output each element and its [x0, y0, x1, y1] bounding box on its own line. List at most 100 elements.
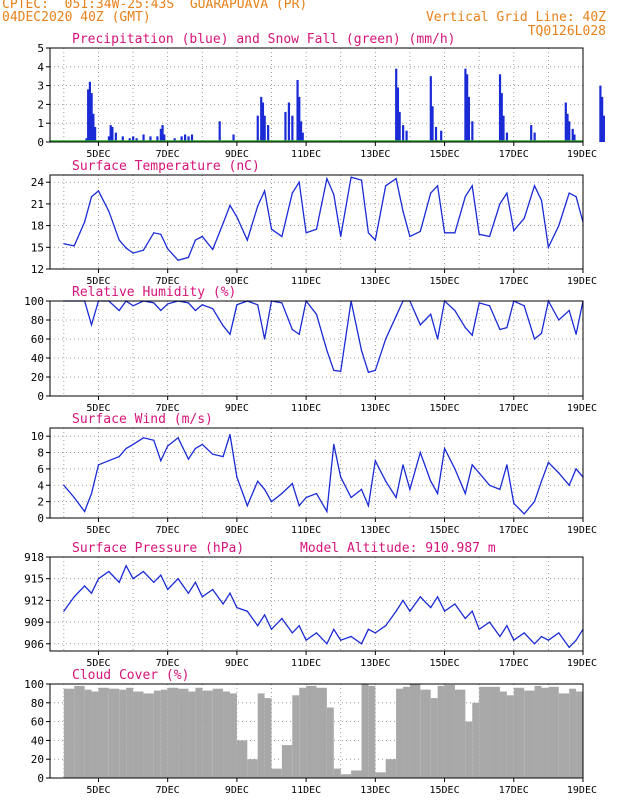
x-tick-label: 15DEC — [430, 525, 460, 536]
data-point — [257, 205, 259, 207]
data-point — [118, 309, 120, 312]
precip-bar — [434, 126, 438, 142]
x-tick-label: 15DEC — [430, 403, 460, 414]
header-model-code: TQ0126L028 — [527, 24, 606, 39]
data-point — [222, 325, 224, 327]
y-tick-label: 40 — [31, 734, 44, 747]
precip-bar — [218, 121, 221, 142]
data-point — [385, 625, 387, 627]
data-point — [281, 617, 283, 620]
data-point — [547, 639, 549, 641]
x-tick-label: 11DEC — [291, 785, 321, 796]
cloud-bar — [368, 685, 376, 778]
data-point — [270, 228, 273, 230]
data-point — [291, 483, 293, 485]
precip-bar — [571, 128, 574, 142]
data-point — [367, 505, 370, 507]
precip-bar — [173, 138, 176, 142]
y-tick-label: 906 — [24, 638, 44, 651]
data-point — [212, 453, 214, 455]
data-point — [73, 596, 75, 598]
precip-bar — [114, 132, 117, 142]
precip-bar — [163, 134, 166, 142]
data-point — [212, 588, 214, 591]
data-point — [374, 632, 376, 634]
y-tick-label: 60 — [31, 716, 44, 729]
data-point — [108, 210, 110, 212]
data-point — [291, 328, 293, 331]
x-tick-label: 17DEC — [499, 276, 529, 287]
data-point — [385, 185, 387, 187]
cloud-bar — [153, 690, 161, 778]
header-date: 04DEC2020 40Z (GMT) — [2, 10, 151, 25]
cloud-bar — [91, 691, 99, 778]
precip-bar — [396, 87, 400, 142]
x-tick-label: 7DEC — [156, 525, 180, 536]
data-point — [281, 302, 283, 304]
cloud-bar — [548, 686, 559, 778]
x-tick-label: 13DEC — [360, 658, 390, 669]
data-point — [194, 447, 196, 450]
data-point — [540, 332, 543, 334]
cloud-bar — [524, 690, 535, 778]
data-point — [547, 246, 549, 248]
precip-bar — [467, 96, 470, 142]
x-tick-label: 5DEC — [86, 525, 110, 536]
data-point — [132, 305, 134, 307]
series-line — [63, 564, 584, 649]
precip-bar — [573, 134, 576, 142]
cloud-bar — [351, 770, 362, 778]
data-point — [298, 333, 300, 335]
data-point — [523, 513, 525, 515]
x-tick-label: 11DEC — [291, 276, 321, 287]
data-point — [142, 249, 145, 251]
precip-bar — [405, 130, 408, 142]
data-point — [263, 488, 266, 490]
data-point — [84, 585, 86, 587]
x-tick-label: 7DEC — [156, 785, 180, 796]
plot-frame — [49, 47, 584, 143]
data-point — [471, 185, 473, 187]
precip-bar — [602, 115, 605, 142]
data-point — [409, 610, 411, 612]
data-point — [333, 443, 335, 445]
y-tick-label: 2 — [37, 98, 44, 111]
precip-bar — [149, 136, 152, 142]
data-point — [419, 451, 421, 454]
data-point — [523, 217, 525, 219]
cloud-bar — [212, 688, 224, 778]
precip-bar — [128, 138, 131, 142]
data-point — [142, 570, 145, 573]
data-point — [478, 302, 480, 304]
data-point — [464, 327, 466, 329]
data-point — [443, 447, 446, 450]
precip-bar — [533, 132, 536, 142]
y-tick-label: 1 — [37, 117, 44, 130]
data-point — [558, 319, 560, 321]
precip-bar — [135, 138, 138, 142]
cloud-bar — [195, 687, 203, 778]
plot-frame — [49, 427, 584, 519]
data-point — [326, 178, 328, 180]
precip-bar — [500, 93, 503, 142]
data-point — [540, 199, 543, 201]
data-point — [315, 313, 318, 315]
precip-bar — [88, 81, 92, 142]
data-point — [326, 349, 328, 351]
x-tick-label: 17DEC — [499, 525, 529, 536]
x-tick-label: 19DEC — [567, 149, 597, 160]
data-point — [298, 505, 300, 507]
precip-bar — [159, 128, 162, 142]
y-tick-label: 100 — [24, 295, 44, 308]
data-point — [558, 225, 560, 227]
precip-bar — [260, 96, 263, 142]
precip-bar — [568, 121, 571, 142]
data-point — [506, 625, 508, 627]
data-point — [305, 496, 307, 499]
y-tick-label: 100 — [24, 678, 44, 691]
data-point — [499, 635, 501, 638]
cloud-bar — [160, 689, 168, 778]
data-point — [246, 505, 248, 507]
precip-bar — [395, 68, 398, 142]
x-tick-label: 9DEC — [225, 658, 249, 669]
